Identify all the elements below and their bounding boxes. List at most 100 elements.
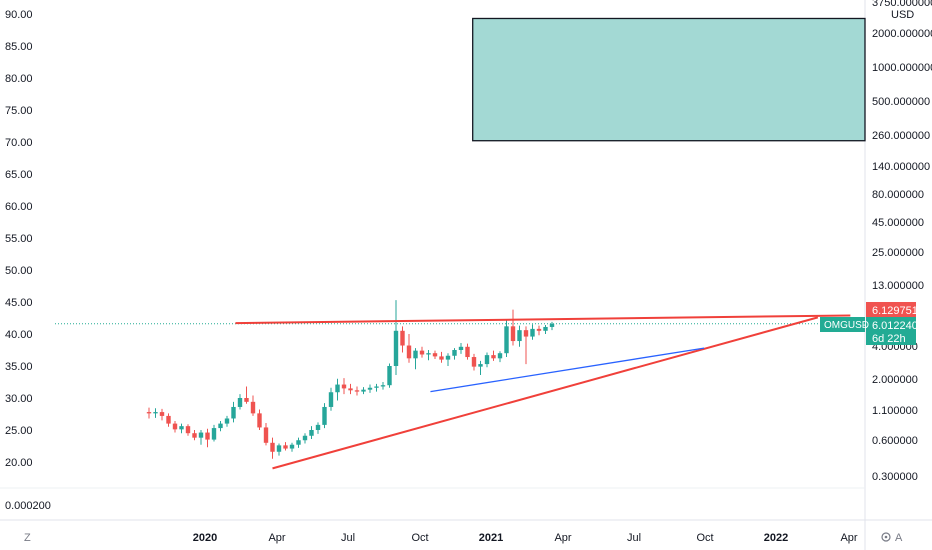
candle-up[interactable]: [224, 418, 230, 424]
candle-up[interactable]: [361, 389, 366, 392]
candle-up[interactable]: [517, 330, 522, 342]
candle-down[interactable]: [406, 345, 412, 359]
candle-down[interactable]: [250, 401, 256, 414]
candle-up[interactable]: [374, 386, 379, 388]
candle-up[interactable]: [276, 445, 282, 452]
trendline-moving-average[interactable]: [430, 347, 705, 393]
candle-up[interactable]: [315, 424, 321, 430]
candle-up[interactable]: [393, 330, 399, 366]
candle-down[interactable]: [536, 328, 542, 331]
right-axis-tick: 500.000000: [872, 96, 930, 108]
symbol-label: OMGUSD: [824, 320, 869, 331]
candle-down[interactable]: [491, 355, 496, 359]
candle-up[interactable]: [504, 326, 509, 354]
candle-up[interactable]: [452, 350, 457, 356]
candle-down[interactable]: [205, 432, 210, 440]
right-axis-tick: 2.000000: [872, 374, 918, 386]
candle-down[interactable]: [465, 346, 470, 358]
candle-up[interactable]: [335, 384, 340, 393]
candle-up[interactable]: [367, 387, 373, 390]
candle-down[interactable]: [146, 412, 152, 414]
right-axis-tick: 2000.000000: [872, 28, 932, 40]
time-axis-tick: Oct: [411, 532, 428, 544]
candle-up[interactable]: [179, 426, 184, 430]
symbol-dash: -: [862, 320, 865, 331]
candle-down[interactable]: [348, 388, 353, 391]
left-axis-tick: 65.00: [5, 169, 33, 181]
candle-up[interactable]: [497, 353, 503, 359]
right-axis-tick: 80.000000: [872, 189, 924, 201]
candle-up[interactable]: [484, 355, 490, 365]
candle-down[interactable]: [400, 330, 405, 346]
candle-up[interactable]: [530, 328, 535, 337]
candle-down[interactable]: [354, 390, 360, 392]
candle-up[interactable]: [426, 353, 431, 355]
left-axis-tick: 85.00: [5, 41, 33, 53]
left-axis-tick: 45.00: [5, 297, 33, 309]
trendline-support[interactable]: [272, 316, 819, 470]
marker-price-value: 6.129751: [872, 305, 918, 317]
left-axis-tick: 25.00: [5, 425, 33, 437]
candle-up[interactable]: [211, 428, 217, 440]
zoom-button[interactable]: Z: [24, 532, 31, 544]
time-axis-tick: Jul: [627, 532, 641, 544]
rectangle-drawing[interactable]: [472, 17, 866, 142]
candle-down[interactable]: [172, 423, 178, 430]
candle-up[interactable]: [198, 432, 204, 438]
time-axis-tick: 2022: [764, 532, 788, 544]
time-axis-tick: 2020: [193, 532, 217, 544]
left-axis-tick: 90.00: [5, 9, 33, 21]
left-axis-tick: 55.00: [5, 233, 33, 245]
trendline-resistance[interactable]: [235, 314, 851, 325]
candle-up[interactable]: [302, 435, 308, 441]
candle-up[interactable]: [296, 440, 301, 445]
candle-up[interactable]: [218, 423, 223, 429]
left-axis-tick: 30.00: [5, 393, 33, 405]
candle-up[interactable]: [478, 364, 483, 367]
candle-down[interactable]: [166, 415, 171, 424]
right-axis-tick: 45.000000: [872, 217, 924, 229]
candle-up[interactable]: [445, 355, 451, 360]
last-price-badge: [866, 317, 916, 345]
candle-down[interactable]: [510, 326, 516, 342]
right-axis-tick: 0.300000: [872, 471, 918, 483]
candle-up[interactable]: [322, 406, 327, 425]
candle-up[interactable]: [549, 323, 555, 327]
candle-up[interactable]: [413, 350, 418, 359]
time-axis-tick: Oct: [696, 532, 713, 544]
candle-down[interactable]: [439, 356, 444, 360]
candle-up[interactable]: [543, 326, 548, 331]
candle-up[interactable]: [387, 366, 392, 386]
right-axis-tick: 0.600000: [872, 435, 918, 447]
left-axis-tick: 70.00: [5, 137, 33, 149]
candle-up[interactable]: [237, 398, 243, 407]
candle-up[interactable]: [380, 385, 386, 387]
candle-down[interactable]: [419, 350, 425, 355]
symbol-badge: [820, 317, 865, 332]
candle-down[interactable]: [471, 357, 477, 367]
candles[interactable]: [146, 300, 555, 459]
right-axis-tick: 1000.000000: [872, 62, 932, 74]
candle-down[interactable]: [185, 426, 191, 434]
candle-down[interactable]: [283, 445, 288, 449]
settings-icon[interactable]: [881, 532, 891, 542]
right-axis-tick: 1.100000: [872, 405, 918, 417]
candle-down[interactable]: [341, 384, 347, 389]
candle-up[interactable]: [309, 430, 314, 436]
candle-up[interactable]: [289, 444, 295, 449]
candle-down[interactable]: [159, 412, 165, 416]
candle-up[interactable]: [458, 346, 464, 350]
candle-up[interactable]: [153, 412, 158, 414]
candle-down[interactable]: [192, 433, 197, 438]
candle-down[interactable]: [523, 330, 529, 337]
auto-scale-button[interactable]: A: [895, 532, 903, 544]
candle-down[interactable]: [244, 398, 249, 402]
trendlines[interactable]: [235, 314, 851, 470]
candle-down[interactable]: [263, 427, 269, 443]
candle-up[interactable]: [328, 392, 334, 407]
candle-down[interactable]: [257, 413, 262, 428]
candle-down[interactable]: [270, 442, 275, 452]
candle-up[interactable]: [231, 406, 236, 419]
candle-down[interactable]: [432, 353, 438, 357]
